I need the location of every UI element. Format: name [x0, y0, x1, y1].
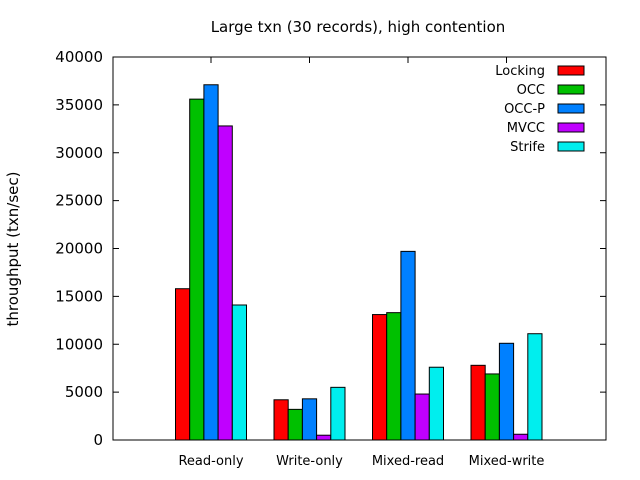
legend-swatch [557, 103, 585, 114]
y-tick-label: 30000 [55, 144, 103, 162]
y-tick-label: 5000 [65, 383, 103, 401]
bar-strife-write-only [330, 386, 346, 441]
bar-series-group [175, 84, 543, 441]
legend-swatch [557, 84, 585, 95]
x-axis-ticks: Read-only Write-only Mixed-read Mixed-write [178, 57, 544, 469]
legend-swatch [557, 122, 585, 133]
legend-label: Strife [510, 140, 545, 155]
y-tick-label: 35000 [55, 96, 103, 114]
bar-occ-p-mixed-write [498, 342, 515, 441]
legend-swatch [557, 65, 585, 76]
bar-mvcc-mixed-write [513, 433, 529, 441]
bar-strife-read-only [231, 304, 248, 441]
bar-occ-p-read-only [203, 84, 219, 441]
y-axis-ticks: 0 5000 10000 15000 20000 25000 30000 35000 40000 [55, 48, 606, 449]
x-tick-label: Mixed-read [372, 454, 444, 469]
bar-strife-mixed-write [527, 333, 543, 441]
bar-occ-p-mixed-read [400, 250, 416, 441]
bar-occ-write-only [287, 408, 303, 441]
bar-occ-mixed-write [484, 373, 500, 441]
bar-occ-read-only [189, 98, 205, 441]
y-tick-label: 0 [93, 431, 103, 449]
bar-mvcc-read-only [217, 125, 233, 441]
y-tick-label: 10000 [55, 335, 103, 353]
y-axis-label: throughput (txn/sec) [4, 172, 22, 327]
bar-locking-mixed-read [372, 314, 388, 441]
y-tick-label: 25000 [55, 192, 103, 210]
legend-label: MVCC [507, 121, 545, 136]
legend-label: OCC-P [504, 102, 545, 117]
legend: Locking OCC OCC-P MVCC Strife [495, 64, 585, 155]
bar-locking-read-only [175, 288, 191, 441]
bar-mvcc-write-only [316, 434, 332, 441]
x-tick-label: Write-only [276, 454, 343, 469]
bar-locking-write-only [273, 399, 289, 441]
bar-occ-p-write-only [301, 398, 318, 441]
x-tick-label: Mixed-write [469, 454, 545, 469]
bar-locking-mixed-write [470, 364, 486, 441]
y-tick-label: 15000 [55, 287, 103, 305]
chart-title: Large txn (30 records), high contention [211, 18, 506, 36]
legend-label: OCC [517, 83, 545, 98]
legend-swatch [557, 141, 585, 152]
bar-occ-mixed-read [386, 312, 402, 441]
bar-strife-mixed-read [428, 366, 444, 441]
y-tick-label: 40000 [55, 48, 103, 66]
x-tick-label: Read-only [178, 454, 243, 469]
y-tick-label: 20000 [55, 240, 103, 258]
bar-mvcc-mixed-read [414, 393, 430, 441]
legend-label: Locking [495, 64, 545, 79]
